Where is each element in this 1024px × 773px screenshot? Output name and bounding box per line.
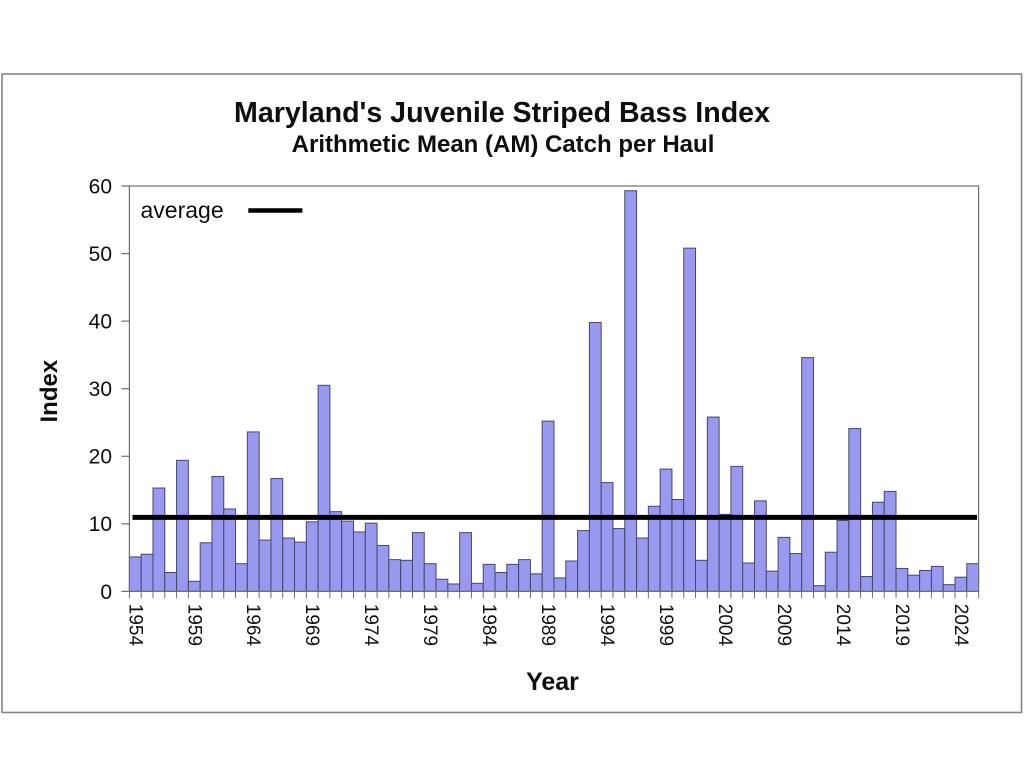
svg-text:50: 50 (89, 243, 112, 266)
svg-text:average: average (141, 197, 224, 223)
svg-text:Index: Index (36, 359, 63, 422)
svg-text:Arithmetic Mean (AM) Catch per: Arithmetic Mean (AM) Catch per Haul (292, 131, 715, 158)
svg-text:60: 60 (89, 175, 112, 198)
svg-text:1989: 1989 (537, 604, 558, 646)
svg-text:Maryland's Juvenile Striped Ba: Maryland's Juvenile Striped Bass Index (234, 97, 770, 129)
svg-text:1994: 1994 (596, 604, 617, 647)
svg-text:1954: 1954 (124, 604, 145, 647)
svg-text:1964: 1964 (242, 604, 263, 647)
svg-text:2004: 2004 (714, 604, 735, 647)
svg-text:2024: 2024 (950, 604, 971, 647)
svg-text:2019: 2019 (891, 604, 912, 646)
svg-text:2009: 2009 (773, 604, 794, 646)
svg-text:1974: 1974 (360, 604, 381, 647)
svg-text:0: 0 (100, 581, 112, 604)
svg-text:Year: Year (526, 668, 579, 696)
svg-text:20: 20 (89, 446, 112, 469)
svg-text:10: 10 (89, 513, 112, 536)
svg-text:1999: 1999 (655, 604, 676, 646)
svg-text:40: 40 (89, 311, 112, 334)
svg-text:30: 30 (89, 378, 112, 401)
svg-text:1969: 1969 (301, 604, 322, 646)
svg-text:2014: 2014 (832, 604, 853, 647)
svg-text:1984: 1984 (478, 604, 499, 647)
svg-text:1979: 1979 (419, 604, 440, 646)
svg-text:1959: 1959 (183, 604, 204, 646)
